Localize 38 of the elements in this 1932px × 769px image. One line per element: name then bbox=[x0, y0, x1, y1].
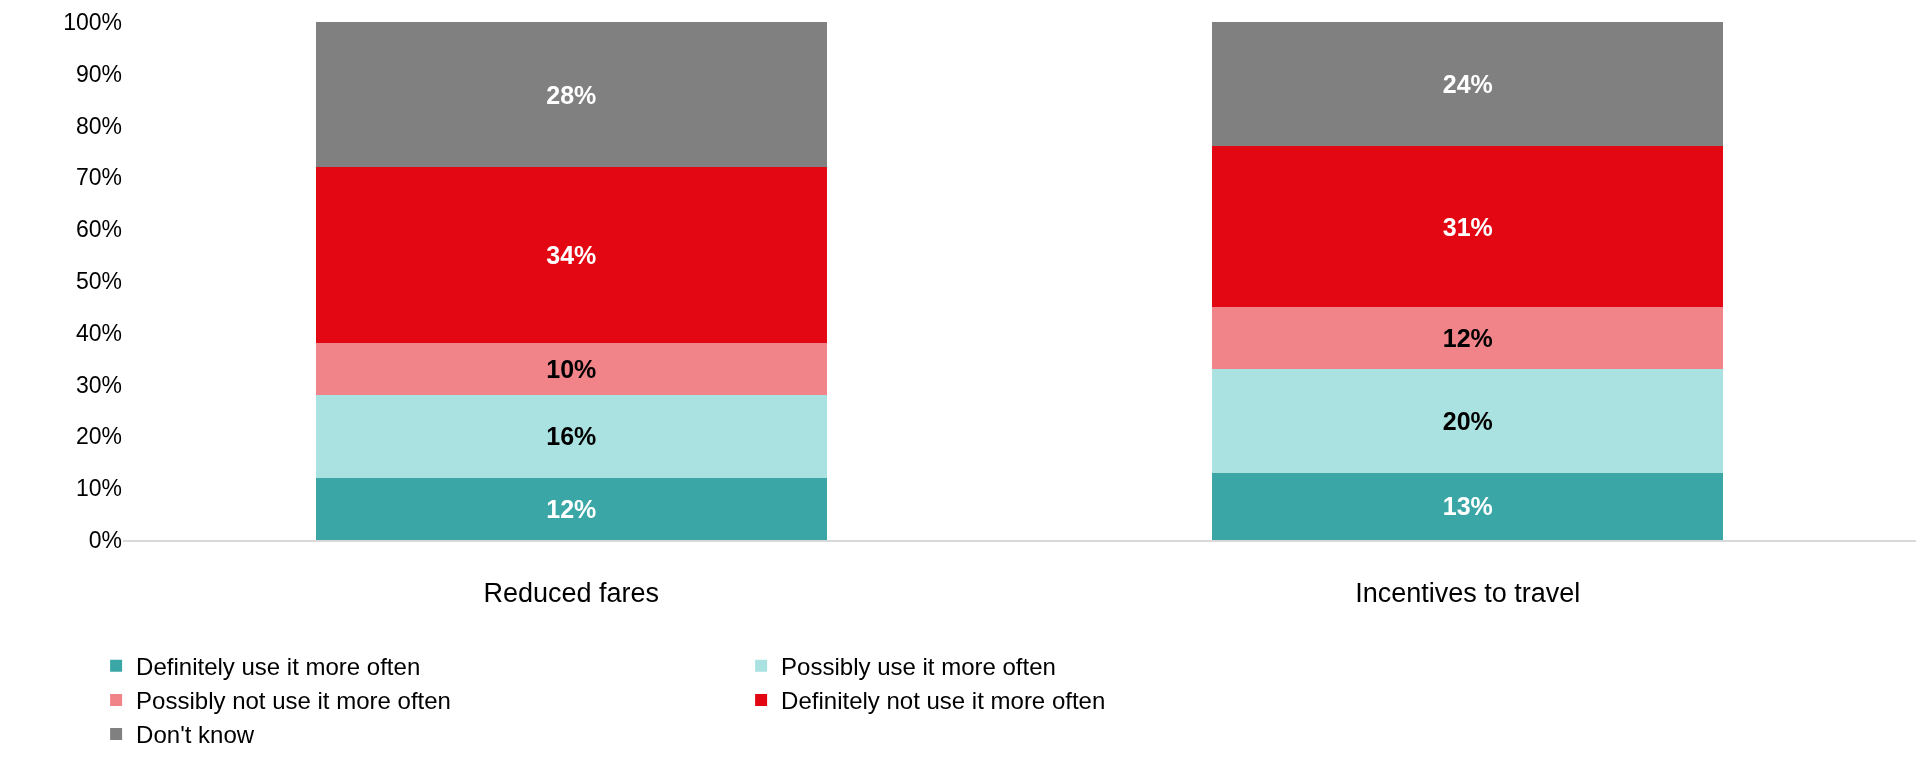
bar bbox=[315, 343, 827, 395]
legend-label: Possibly use it more often bbox=[781, 653, 1056, 681]
data-label: 20% bbox=[1442, 406, 1493, 435]
y-tick-label: 60% bbox=[75, 216, 122, 243]
y-tick-label: 70% bbox=[75, 164, 122, 191]
y-tick-label: 50% bbox=[75, 268, 122, 295]
data-label: 12% bbox=[546, 494, 597, 523]
legend-label: Don't know bbox=[136, 721, 255, 749]
data-label: 28% bbox=[546, 80, 597, 109]
data-label: 12% bbox=[1442, 323, 1493, 352]
data-label: 16% bbox=[546, 422, 597, 451]
data-label: 13% bbox=[1442, 492, 1493, 521]
bar bbox=[315, 394, 827, 478]
y-tick-label: 0% bbox=[88, 527, 122, 554]
bar bbox=[1212, 22, 1724, 147]
data-label: 31% bbox=[1442, 212, 1493, 241]
y-tick-label: 80% bbox=[75, 112, 122, 139]
bar bbox=[315, 22, 827, 168]
y-tick-label: 30% bbox=[75, 371, 122, 398]
bar bbox=[315, 167, 827, 344]
y-tick-label: 20% bbox=[75, 423, 122, 450]
y-tick-label: 40% bbox=[75, 319, 122, 346]
data-label: 34% bbox=[546, 241, 597, 270]
bar bbox=[1212, 472, 1724, 540]
y-tick-label: 90% bbox=[75, 60, 122, 87]
data-label: 10% bbox=[546, 355, 597, 384]
bar bbox=[1212, 306, 1724, 370]
bar bbox=[315, 477, 827, 540]
y-tick-label: 10% bbox=[75, 475, 122, 502]
x-tick-label: Incentives to travel bbox=[1355, 578, 1581, 609]
bar bbox=[1212, 146, 1724, 307]
bar bbox=[1212, 369, 1724, 473]
x-tick-label: Reduced fares bbox=[483, 578, 660, 609]
data-label: 24% bbox=[1442, 70, 1493, 99]
legend-label: Definitely not use it more often bbox=[781, 687, 1106, 715]
legend-label: Possibly not use it more often bbox=[136, 687, 451, 715]
legend-label: Definitely use it more often bbox=[136, 653, 421, 681]
y-tick-label: 100% bbox=[63, 9, 122, 36]
